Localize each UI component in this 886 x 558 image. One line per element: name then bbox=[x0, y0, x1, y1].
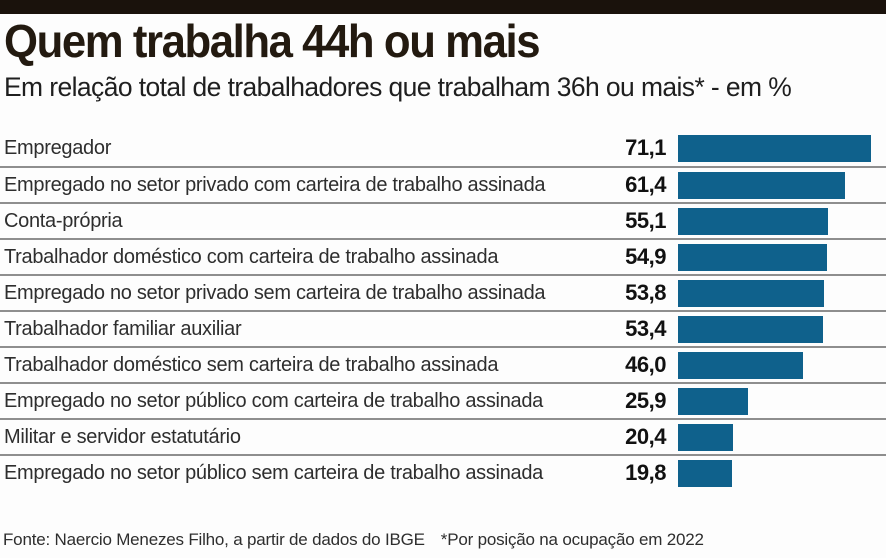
value-label: 55,1 bbox=[625, 208, 666, 233]
chart-row: Militar e servidor estatutário 20,4 bbox=[0, 418, 886, 454]
source-text: Fonte: Naercio Menezes Filho, a partir d… bbox=[3, 530, 425, 549]
chart-row: Trabalhador doméstico com carteira de tr… bbox=[0, 238, 886, 274]
category-label: Empregado no setor público com carteira … bbox=[4, 389, 543, 412]
category-label: Trabalhador doméstico sem carteira de tr… bbox=[4, 353, 499, 376]
chart-row: Trabalhador familiar auxiliar 53,4 bbox=[0, 310, 886, 346]
value-label: 25,9 bbox=[625, 388, 666, 413]
chart-row: Conta-própria 55,1 bbox=[0, 202, 886, 238]
chart-row: Empregador 71,1 bbox=[0, 130, 886, 166]
bar-track bbox=[678, 351, 871, 379]
chart-title: Quem trabalha 44h ou mais bbox=[4, 15, 541, 67]
bar bbox=[678, 134, 871, 162]
bar-track bbox=[678, 315, 871, 343]
bar-track bbox=[678, 459, 871, 487]
bar-track bbox=[678, 387, 871, 415]
bar-track bbox=[678, 134, 871, 162]
bar bbox=[678, 315, 823, 343]
bar bbox=[678, 387, 749, 415]
value-label: 19,8 bbox=[625, 460, 666, 485]
category-label: Trabalhador doméstico com carteira de tr… bbox=[4, 245, 499, 268]
chart-row: Empregado no setor privado sem carteira … bbox=[0, 274, 886, 310]
category-label: Empregado no setor público sem carteira … bbox=[4, 461, 543, 484]
value-label: 54,9 bbox=[625, 244, 666, 269]
footnote-text: *Por posição na ocupação em 2022 bbox=[440, 530, 704, 549]
bar bbox=[678, 459, 732, 487]
bar-track bbox=[678, 243, 871, 271]
bar-track bbox=[678, 207, 871, 235]
category-label: Militar e servidor estatutário bbox=[4, 425, 241, 448]
bar-rows: Empregador 71,1 Empregado no setor privado… bbox=[0, 130, 886, 490]
chart-row: Trabalhador doméstico sem carteira de tr… bbox=[0, 346, 886, 382]
bar bbox=[678, 243, 828, 271]
value-label: 20,4 bbox=[625, 424, 666, 449]
value-label: 71,1 bbox=[625, 135, 666, 160]
chart-row: Empregado no setor público com carteira … bbox=[0, 382, 886, 418]
chart-row: Empregado no setor privado com carteira … bbox=[0, 166, 886, 202]
bar bbox=[678, 207, 828, 235]
bar bbox=[678, 351, 803, 379]
footer: Fonte: Naercio Menezes Filho, a partir d… bbox=[3, 530, 704, 550]
category-label: Empregado no setor privado sem carteira … bbox=[4, 281, 546, 304]
bar-track bbox=[678, 423, 871, 451]
value-label: 53,4 bbox=[625, 316, 666, 341]
value-label: 61,4 bbox=[625, 172, 666, 197]
chart-subtitle: Em relação total de trabalhadores que tr… bbox=[4, 71, 792, 102]
value-label: 46,0 bbox=[625, 352, 666, 377]
category-label: Conta-própria bbox=[4, 209, 123, 232]
chart-row: Empregado no setor público sem carteira … bbox=[0, 454, 886, 490]
bar-track bbox=[678, 171, 871, 199]
top-rule bbox=[0, 0, 886, 14]
category-label: Empregado no setor privado com carteira … bbox=[4, 173, 546, 196]
bar-track bbox=[678, 279, 871, 307]
category-label: Trabalhador familiar auxiliar bbox=[4, 317, 242, 340]
value-label: 53,8 bbox=[625, 280, 666, 305]
bar bbox=[678, 279, 825, 307]
category-label: Empregador bbox=[4, 136, 112, 159]
bar bbox=[678, 171, 845, 199]
bar bbox=[678, 423, 734, 451]
